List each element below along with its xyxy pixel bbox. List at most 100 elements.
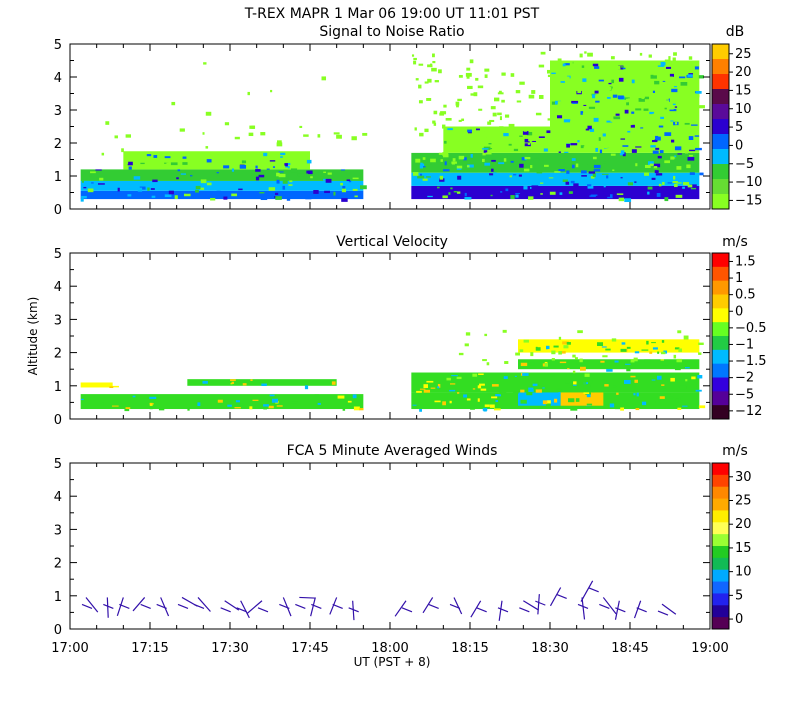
wind-barb-tick-15: [401, 607, 413, 613]
data-noise: [614, 83, 618, 88]
data-speckle: [580, 340, 586, 344]
data-speckle: [479, 137, 487, 142]
data-speckle: [271, 398, 279, 403]
data-speckle: [479, 383, 485, 386]
data-speckle: [562, 341, 569, 345]
data-speckle: [630, 124, 635, 128]
data-speckle: [81, 181, 85, 183]
data-speckle: [457, 175, 462, 180]
data-speckle: [333, 191, 336, 196]
data-speckle: [589, 195, 596, 197]
wind-barb-16: [422, 597, 434, 614]
data-speckle: [673, 405, 677, 408]
data-speckle: [690, 187, 697, 190]
data-speckle: [647, 186, 653, 190]
data-speckle: [641, 349, 649, 351]
colorbar-label: 5: [735, 120, 743, 135]
data-speckle: [528, 387, 534, 390]
data-speckle: [551, 72, 556, 75]
data-speckle: [545, 403, 551, 407]
data-speckle: [667, 182, 673, 184]
data-speckle: [263, 152, 268, 157]
data-speckle: [448, 192, 451, 195]
data-speckle: [592, 173, 596, 178]
data-speckle: [416, 404, 424, 408]
data-noise: [672, 93, 678, 97]
vv-panel-title: Vertical Velocity: [336, 234, 448, 250]
data-speckle: [346, 179, 350, 182]
data-speckle: [631, 395, 637, 397]
data-noise: [620, 110, 624, 114]
data-speckle: [653, 73, 660, 76]
data-noise: [234, 136, 240, 140]
data-noise: [447, 131, 451, 136]
colorbar-label: 0: [735, 304, 743, 319]
wind-barb-18: [470, 600, 482, 618]
data-speckle: [482, 152, 486, 156]
data-speckle: [83, 186, 87, 189]
wind-barb-15: [394, 600, 407, 617]
data-speckle: [128, 181, 135, 185]
data-noise: [202, 132, 205, 135]
data-speckle: [538, 136, 545, 138]
data-speckle: [216, 155, 223, 158]
wind-barb-8: [240, 600, 250, 619]
data-speckle: [655, 173, 663, 176]
colorbar-swatch: [712, 486, 729, 500]
colorbar-swatch: [712, 593, 729, 606]
wind-barb-28: [661, 603, 677, 615]
x-tick-label: 18:30: [531, 641, 568, 656]
data-noise: [676, 166, 682, 170]
data-speckle: [690, 184, 697, 188]
data-speckle: [624, 379, 631, 384]
data-speckle: [652, 347, 658, 350]
colorbar-label: 20: [735, 65, 752, 80]
data-speckle: [662, 78, 667, 81]
data-speckle: [484, 162, 491, 166]
data-speckle: [202, 380, 208, 384]
data-speckle: [680, 82, 688, 86]
data-speckle: [573, 183, 579, 187]
data-speckle: [464, 192, 467, 197]
data-noise: [565, 127, 572, 131]
data-noise: [639, 52, 643, 56]
data-noise: [438, 152, 443, 155]
data-noise: [670, 156, 675, 160]
wind-barb-tick-6: [193, 603, 205, 609]
data-speckle: [271, 166, 276, 168]
data-noise: [446, 377, 451, 381]
data-speckle: [128, 166, 132, 170]
data-speckle: [558, 151, 561, 153]
data-noise: [427, 64, 433, 68]
data-noise: [664, 100, 670, 104]
data-speckle: [590, 143, 594, 147]
data-speckle: [183, 193, 191, 197]
data-speckle: [687, 74, 693, 77]
data-noise: [438, 69, 442, 74]
data-speckle: [278, 173, 286, 178]
data-speckle: [539, 182, 544, 184]
data-speckle: [586, 394, 591, 398]
data-noise: [205, 111, 212, 116]
data-speckle: [697, 375, 703, 379]
data-speckle: [655, 136, 661, 141]
data-speckle: [660, 116, 665, 119]
data-speckle: [564, 63, 570, 66]
data-speckle: [606, 120, 613, 123]
data-noise: [427, 78, 432, 83]
data-band-7: [518, 359, 700, 370]
data-speckle: [434, 400, 441, 403]
y-tick-label: 4: [54, 71, 62, 86]
data-speckle: [590, 194, 598, 196]
data-noise: [648, 87, 652, 91]
data-speckle: [418, 392, 424, 397]
data-speckle: [276, 179, 280, 184]
data-speckle: [640, 128, 644, 130]
data-speckle: [449, 400, 452, 404]
data-speckle: [416, 390, 422, 393]
data-speckle: [310, 176, 313, 179]
data-speckle: [491, 396, 498, 399]
data-speckle: [604, 384, 609, 387]
colorbar-label: −1: [735, 337, 754, 352]
data-speckle: [284, 166, 290, 169]
